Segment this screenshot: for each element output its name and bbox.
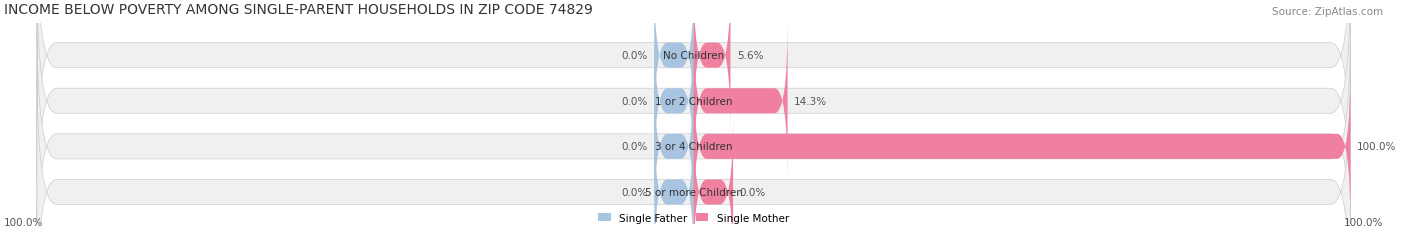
Text: 3 or 4 Children: 3 or 4 Children [655,142,733,152]
FancyBboxPatch shape [37,23,1350,231]
FancyBboxPatch shape [654,23,693,180]
Text: 0.0%: 0.0% [621,51,648,61]
Legend: Single Father, Single Mother: Single Father, Single Mother [599,213,789,223]
Text: 5.6%: 5.6% [737,51,763,61]
Text: 0.0%: 0.0% [621,96,648,106]
Text: 0.0%: 0.0% [621,142,648,152]
Text: 0.0%: 0.0% [621,187,648,197]
Text: 14.3%: 14.3% [794,96,827,106]
FancyBboxPatch shape [37,0,1350,225]
FancyBboxPatch shape [37,0,1350,180]
FancyBboxPatch shape [654,114,693,231]
Text: 100.0%: 100.0% [4,217,44,227]
Text: No Children: No Children [664,51,724,61]
FancyBboxPatch shape [37,68,1350,231]
FancyBboxPatch shape [654,68,693,225]
FancyBboxPatch shape [693,23,787,180]
FancyBboxPatch shape [693,0,731,134]
Text: INCOME BELOW POVERTY AMONG SINGLE-PARENT HOUSEHOLDS IN ZIP CODE 74829: INCOME BELOW POVERTY AMONG SINGLE-PARENT… [4,3,593,17]
FancyBboxPatch shape [654,0,693,134]
Text: 5 or more Children: 5 or more Children [645,187,742,197]
Text: 0.0%: 0.0% [740,187,766,197]
Text: Source: ZipAtlas.com: Source: ZipAtlas.com [1272,7,1384,17]
Text: 1 or 2 Children: 1 or 2 Children [655,96,733,106]
Text: 100.0%: 100.0% [1344,217,1384,227]
FancyBboxPatch shape [693,114,733,231]
Text: 100.0%: 100.0% [1357,142,1396,152]
FancyBboxPatch shape [693,68,1350,225]
